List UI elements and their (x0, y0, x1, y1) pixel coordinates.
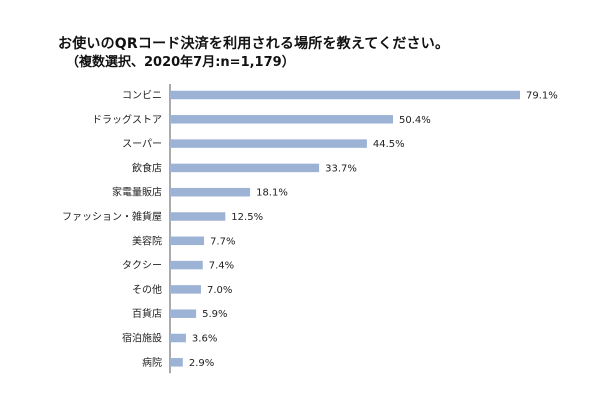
category-label: 病院 (142, 356, 162, 369)
bar (170, 333, 186, 343)
category-label: 美容院 (132, 234, 162, 247)
value-label: 7.7% (210, 236, 235, 247)
category-label: ドラッグストア (92, 113, 162, 126)
value-label: 5.9% (202, 309, 227, 320)
value-label: 2.9% (189, 358, 214, 369)
bar (170, 236, 205, 246)
bar (170, 285, 201, 294)
bar (170, 90, 520, 100)
value-label: 12.5% (231, 212, 263, 223)
bar (170, 309, 197, 318)
bar (170, 115, 394, 124)
category-label: 宿泊施設 (122, 332, 162, 345)
category-label: コンビニ (122, 90, 162, 102)
category-label: その他 (132, 283, 162, 296)
value-label: 33.7% (325, 163, 357, 174)
category-label: 家電量販店 (112, 186, 162, 199)
category-label: タクシー (122, 260, 162, 272)
value-label: 50.4% (399, 115, 431, 126)
bar (170, 139, 367, 148)
bar (170, 163, 320, 173)
value-label: 79.1% (526, 91, 558, 102)
value-label: 7.4% (209, 261, 234, 272)
bar (170, 260, 203, 270)
value-label: 3.6% (192, 334, 217, 345)
chart-title: お使いのQRコード決済を利用される場所を教えてください。 (58, 36, 450, 52)
chart-subtitle: （複数選択、2020年7月:n=1,179） (66, 55, 295, 70)
category-label: ファッション・雑貨屋 (62, 210, 162, 223)
value-label: 18.1% (256, 188, 288, 199)
bar (170, 212, 226, 221)
category-label: 飲食店 (132, 161, 162, 174)
category-label: 百貨店 (132, 307, 162, 320)
bar (170, 358, 183, 367)
value-label: 44.5% (373, 139, 405, 150)
value-label: 7.0% (207, 285, 232, 296)
category-label: スーパー (122, 138, 162, 150)
bar (170, 187, 251, 197)
